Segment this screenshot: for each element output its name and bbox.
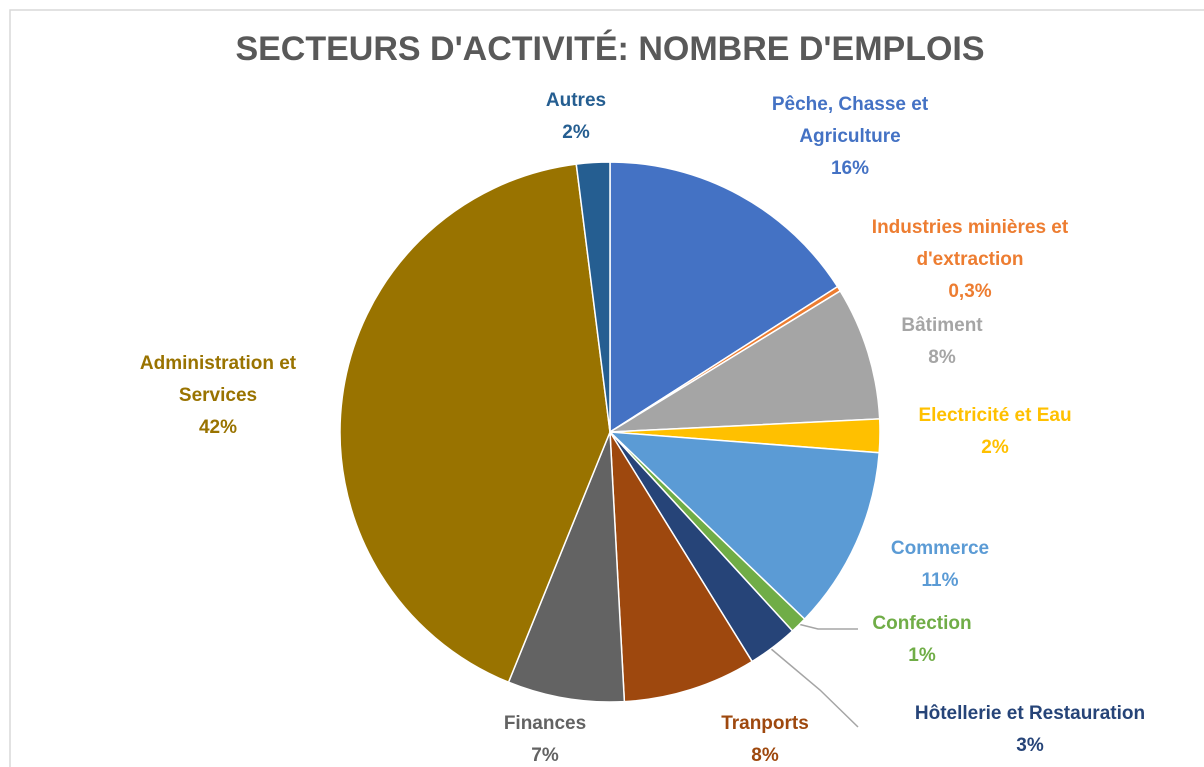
slice-label: Tranports bbox=[721, 713, 809, 734]
slice-label: Autres bbox=[546, 90, 606, 111]
chart-title: SECTEURS D'ACTIVITÉ: NOMBRE D'EMPLOIS bbox=[235, 30, 984, 68]
slice-label: Bâtiment bbox=[901, 315, 983, 336]
slice-value-label: 3% bbox=[1016, 735, 1044, 756]
slice-label: Finances bbox=[504, 713, 586, 734]
slice-label: Pêche, Chasse et Agriculture bbox=[772, 94, 929, 147]
chart-border bbox=[9, 9, 1204, 767]
slice-value-label: 2% bbox=[562, 122, 590, 143]
leader-line bbox=[797, 623, 858, 630]
slice-value-label: 8% bbox=[928, 347, 956, 368]
slice-value-label: 7% bbox=[531, 745, 559, 766]
slice-label: Industries minières et d'extraction bbox=[872, 217, 1069, 270]
slice-label: Electricité et Eau bbox=[918, 405, 1071, 426]
leader-line bbox=[769, 647, 859, 728]
pie-slice bbox=[609, 431, 754, 703]
slice-label: Administration et Services bbox=[140, 353, 297, 406]
pie-slice bbox=[339, 163, 611, 684]
slice-value-label: 0,3% bbox=[948, 281, 991, 302]
slice-value-label: 16% bbox=[831, 158, 869, 179]
pie-slice bbox=[609, 289, 881, 433]
slice-label: Hôtellerie et Restauration bbox=[915, 703, 1145, 724]
slice-value-label: 11% bbox=[922, 570, 959, 591]
slice-value-label: 2% bbox=[981, 437, 1009, 458]
pie-slice bbox=[575, 161, 611, 433]
slices bbox=[339, 161, 881, 703]
slice-label: Commerce bbox=[891, 538, 989, 559]
pie-slice bbox=[507, 431, 626, 703]
pie-slice bbox=[609, 161, 839, 434]
slice-value-label: 8% bbox=[751, 745, 779, 766]
slice-label: Confection bbox=[872, 613, 971, 634]
pie-slice bbox=[607, 431, 881, 621]
slice-value-label: 42% bbox=[199, 417, 237, 438]
slice-value-label: 1% bbox=[908, 645, 936, 666]
